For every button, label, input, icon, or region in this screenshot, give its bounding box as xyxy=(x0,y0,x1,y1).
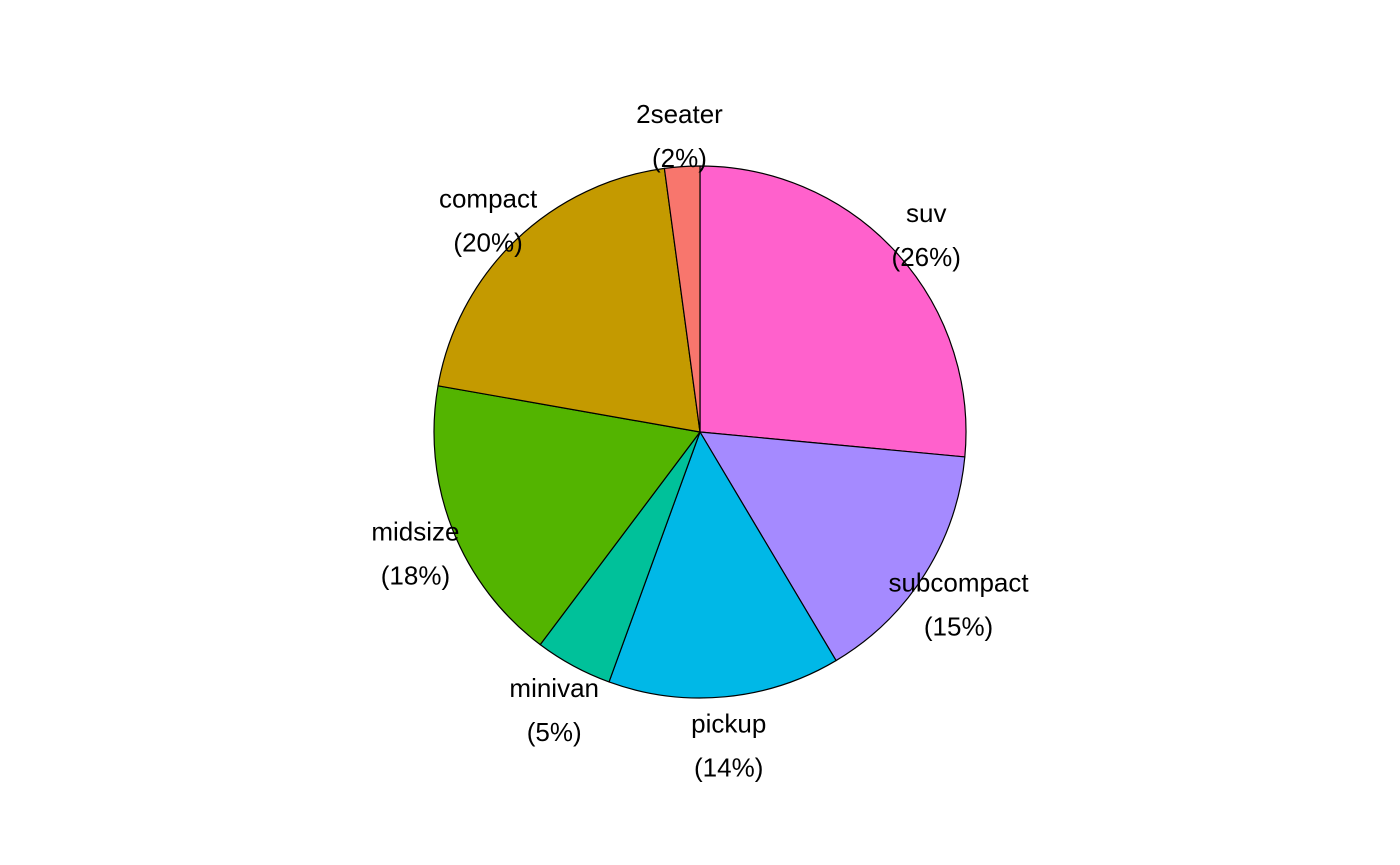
slice-percent-pickup: (14%) xyxy=(694,753,763,783)
pie-slice-midsize xyxy=(433,385,701,646)
slice-percent-midsize: (18%) xyxy=(381,560,450,590)
pie-slices xyxy=(433,165,967,699)
slice-label-midsize: midsize xyxy=(371,516,459,546)
slice-percent-subcompact: (15%) xyxy=(924,611,993,641)
slice-percent-2seater: (2%) xyxy=(652,143,707,173)
pie-slice-suv xyxy=(699,165,967,458)
pie-slice-pickup xyxy=(608,431,837,699)
slice-label-suv: suv xyxy=(906,198,946,228)
slice-label-2seater: 2seater xyxy=(636,99,723,129)
slice-percent-suv: (26%) xyxy=(892,242,961,272)
slice-label-subcompact: subcompact xyxy=(888,567,1029,597)
pie-slice-2seater xyxy=(663,165,701,433)
slice-label-minivan: minivan xyxy=(509,673,599,703)
slice-label-pickup: pickup xyxy=(691,709,766,739)
pie-slice-subcompact xyxy=(699,431,966,662)
pie-labels: suv (26%) subcompact (15%) pickup (14%) miniva… xyxy=(371,99,1029,783)
slice-label-compact: compact xyxy=(439,183,538,213)
pie-slice-compact xyxy=(437,167,701,433)
slice-percent-minivan: (5%) xyxy=(527,717,582,747)
slice-percent-compact: (20%) xyxy=(453,227,522,257)
